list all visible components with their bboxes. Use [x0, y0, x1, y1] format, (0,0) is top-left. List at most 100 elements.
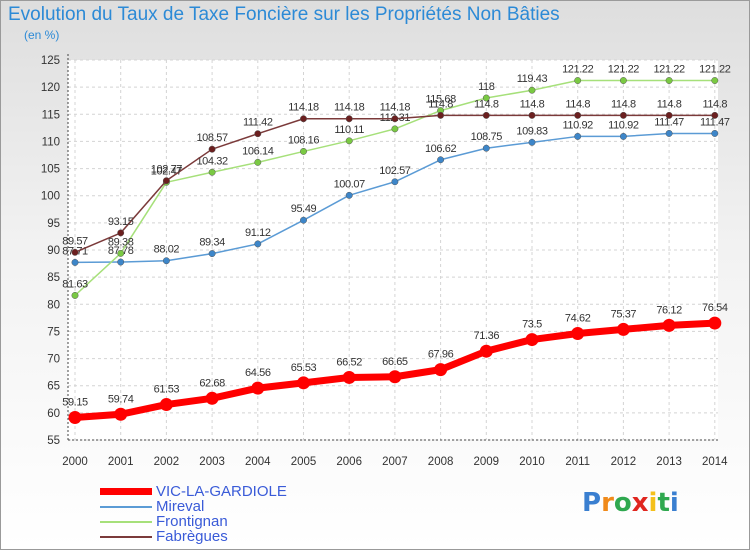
data-label-mireval: 89.34 [199, 237, 225, 249]
y-tick-label: 100 [41, 191, 60, 203]
data-label-frontignan: 89.38 [108, 236, 134, 248]
data-point-mireval [437, 156, 445, 164]
data-point-mireval [619, 132, 627, 140]
data-point-mireval [300, 216, 307, 224]
data-label-mireval: 110.92 [608, 119, 639, 131]
y-tick-label: 110 [42, 136, 60, 148]
y-tick-label: 105 [41, 164, 60, 176]
data-label-vic-la-gardiole: 66.52 [336, 356, 362, 368]
x-tick-label: 2012 [611, 456, 637, 468]
data-point-fabr-gues [528, 111, 536, 119]
data-label-vic-la-gardiole: 64.56 [245, 367, 271, 379]
data-label-frontignan: 81.63 [62, 278, 88, 290]
x-tick-label: 2006 [336, 456, 362, 468]
data-point-fabr-gues [117, 229, 125, 237]
y-tick-label: 95 [47, 218, 60, 230]
y-tick-label: 80 [47, 299, 60, 311]
data-point-mireval [711, 129, 719, 137]
data-point-frontignan [345, 137, 353, 145]
legend-label-mireval: Mireval [156, 498, 205, 515]
data-point-fabr-gues [711, 111, 719, 119]
data-point-frontignan [528, 86, 536, 94]
data-point-frontignan [71, 291, 79, 299]
data-label-fabr-gues: 114.8 [428, 98, 453, 110]
data-point-vic-la-gardiole [571, 326, 585, 340]
data-label-fabr-gues: 93.15 [108, 216, 134, 228]
data-point-fabr-gues [254, 130, 262, 138]
x-tick-label: 2003 [199, 456, 225, 468]
legend-swatch-mireval [100, 506, 152, 508]
data-point-frontignan [208, 168, 216, 176]
data-point-mireval [71, 258, 79, 266]
data-label-vic-la-gardiole: 59.74 [108, 393, 134, 405]
data-label-mireval: 111.47 [700, 116, 730, 128]
data-point-mireval [254, 240, 262, 248]
data-point-mireval [162, 257, 170, 265]
data-label-fabr-gues: 111.42 [243, 117, 273, 129]
x-tick-label: 2005 [291, 456, 317, 468]
data-point-vic-la-gardiole [479, 344, 493, 358]
data-label-mireval: 88.02 [154, 244, 180, 256]
data-label-fabr-gues: 114.18 [380, 102, 411, 114]
data-label-frontignan: 121.22 [562, 64, 594, 76]
data-point-fabr-gues [574, 111, 582, 119]
legend-label-fabr-gues: Fabrègues [156, 528, 228, 545]
data-point-fabr-gues [619, 111, 627, 119]
data-point-frontignan [254, 158, 262, 166]
data-label-mireval: 106.62 [425, 143, 457, 155]
data-label-fabr-gues: 89.57 [62, 235, 88, 247]
data-point-vic-la-gardiole [159, 398, 173, 412]
data-label-mireval: 95.49 [291, 203, 317, 215]
x-tick-label: 2004 [245, 456, 271, 468]
data-label-frontignan: 106.14 [242, 145, 274, 157]
x-tick-label: 2007 [382, 456, 408, 468]
y-tick-label: 115 [42, 109, 60, 121]
legend-swatch-frontignan [100, 521, 152, 523]
data-point-fabr-gues [391, 115, 399, 123]
data-point-vic-la-gardiole [68, 410, 82, 424]
data-label-frontignan: 104.32 [196, 155, 228, 167]
data-label-frontignan: 121.22 [653, 64, 685, 76]
y-tick-label: 70 [47, 354, 60, 366]
data-label-fabr-gues: 114.18 [288, 102, 319, 114]
data-label-fabr-gues: 114.8 [565, 98, 590, 110]
y-tick-label: 85 [47, 272, 60, 284]
data-label-vic-la-gardiole: 73.5 [522, 319, 542, 331]
data-point-fabr-gues [162, 177, 170, 185]
data-label-fabr-gues: 114.8 [657, 98, 682, 110]
data-label-vic-la-gardiole: 71.36 [474, 330, 500, 342]
data-point-mireval [665, 129, 673, 137]
data-point-frontignan [574, 77, 582, 84]
y-tick-label: 60 [47, 408, 60, 420]
data-point-vic-la-gardiole [525, 333, 539, 347]
data-point-fabr-gues [208, 145, 216, 153]
data-point-frontignan [482, 94, 490, 102]
data-label-fabr-gues: 114.8 [520, 98, 545, 110]
data-label-vic-la-gardiole: 65.53 [291, 362, 317, 374]
data-point-mireval [345, 191, 353, 199]
data-point-frontignan [391, 125, 399, 133]
data-label-fabr-gues: 114.8 [702, 98, 727, 110]
proxiti-logo: Proxiti [582, 488, 679, 518]
data-point-vic-la-gardiole [708, 316, 722, 330]
data-label-frontignan: 118 [478, 81, 495, 93]
x-tick-label: 2009 [474, 456, 500, 468]
data-point-mireval [208, 250, 216, 258]
x-tick-label: 2002 [154, 456, 180, 468]
x-tick-label: 2008 [428, 456, 454, 468]
data-label-mireval: 91.12 [245, 227, 271, 239]
data-point-mireval [528, 138, 536, 146]
legend-swatch-fabr-gues [100, 536, 152, 538]
data-label-mireval: 102.57 [379, 165, 411, 177]
data-point-vic-la-gardiole [342, 370, 356, 384]
data-point-fabr-gues [665, 111, 673, 119]
data-point-vic-la-gardiole [434, 363, 448, 377]
y-tick-label: 55 [47, 435, 60, 447]
data-point-fabr-gues [71, 248, 79, 256]
x-tick-label: 2014 [702, 456, 728, 468]
data-label-vic-la-gardiole: 62.68 [199, 377, 225, 389]
data-label-mireval: 110.92 [562, 119, 593, 131]
x-tick-label: 2010 [519, 456, 545, 468]
data-point-vic-la-gardiole [114, 407, 128, 421]
